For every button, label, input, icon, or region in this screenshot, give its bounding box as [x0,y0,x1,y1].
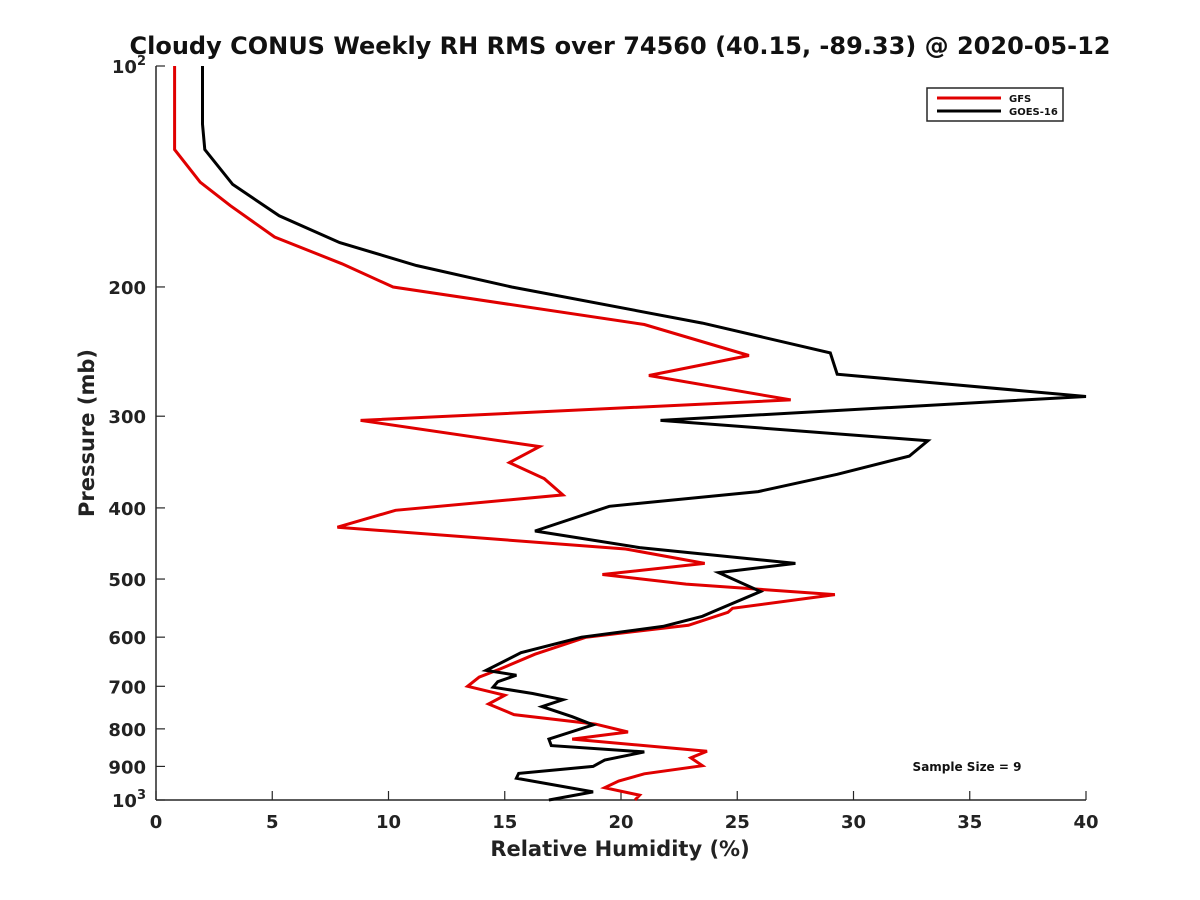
plot-area [155,66,1086,801]
y-tick-label: 900 [108,757,146,778]
legend-label: GFS [1009,94,1031,105]
x-tick-label: 5 [266,812,279,833]
legend: GFS GOES-16 [926,87,1064,122]
legend-label: GOES-16 [1009,107,1058,118]
x-tick-label: 25 [725,812,750,833]
series-layer [173,66,1087,802]
x-tick-label: 30 [841,812,866,833]
x-tick-label: 15 [492,812,517,833]
chart-title: Cloudy CONUS Weekly RH RMS over 74560 (4… [130,32,1111,60]
y-tick-label: 700 [108,677,146,698]
x-tick-label: 40 [1073,812,1098,833]
y-tick-label: 200 [108,278,146,299]
x-axis-label: Relative Humidity (%) [490,837,749,861]
y-tick-label: 400 [108,499,146,520]
x-tick-label: 35 [957,812,982,833]
y-axis: 102 200 300 400 500 600 700 800 900 103 [108,54,165,812]
series-line-gfs [173,66,836,802]
y-tick-label: 600 [108,628,146,649]
x-axis: 0 5 10 15 20 25 30 35 40 [150,791,1099,833]
y-tick-label: 300 [108,407,146,428]
legend-box [926,87,1064,122]
x-tick-label: 20 [608,812,633,833]
y-tick-label: 102 [112,54,146,78]
y-axis-label: Pressure (mb) [75,349,99,517]
series-line-goes-16 [201,66,1087,802]
y-tick-label: 103 [112,788,146,812]
x-tick-label: 0 [150,812,163,833]
x-tick-label: 10 [376,812,401,833]
y-tick-label: 800 [108,720,146,741]
y-tick-label: 500 [108,570,146,591]
sample-size-annotation: Sample Size = 9 [913,760,1022,774]
